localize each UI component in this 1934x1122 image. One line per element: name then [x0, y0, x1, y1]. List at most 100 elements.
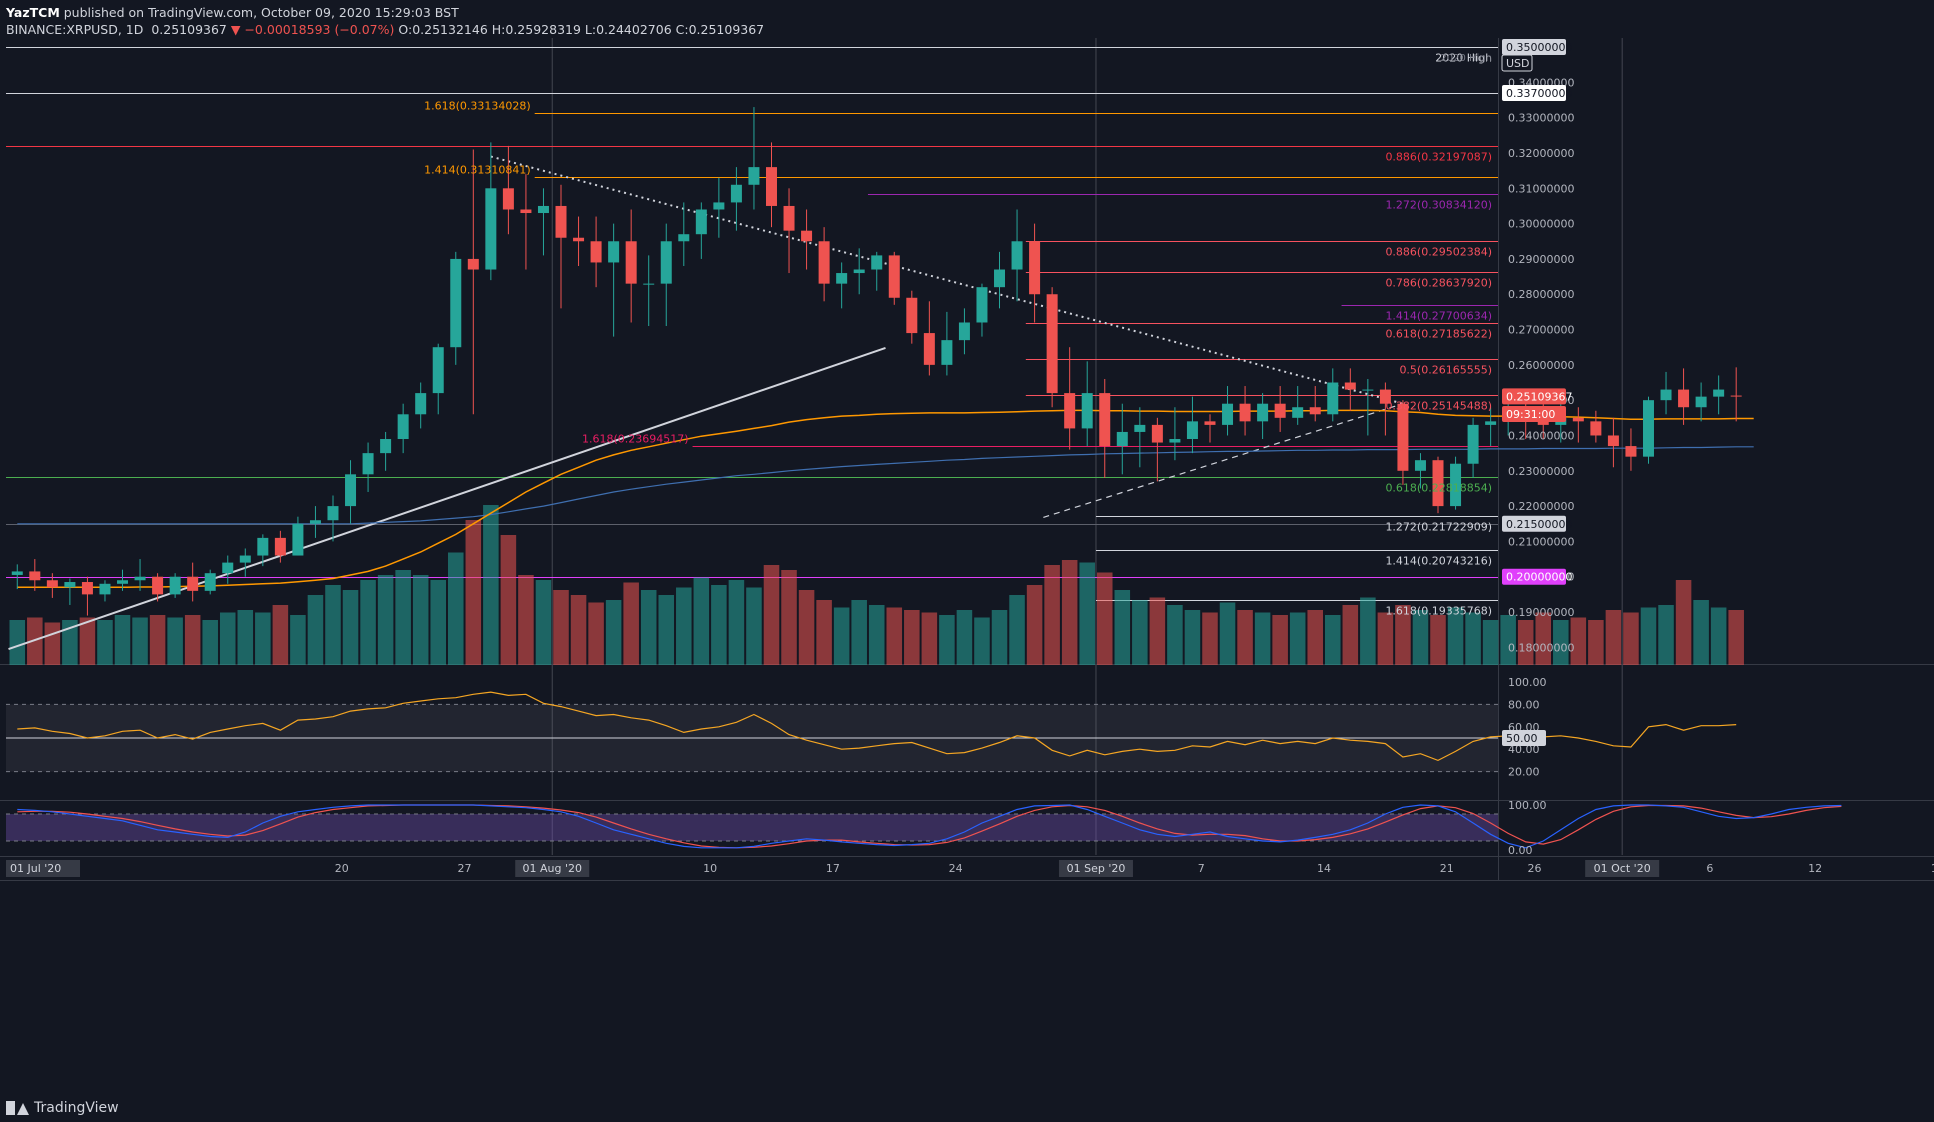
- volume-bar: [1360, 597, 1376, 665]
- candle-body: [1239, 403, 1251, 422]
- volume-bar: [342, 590, 359, 665]
- rsi-50-tag: [1502, 730, 1546, 746]
- fib-level-label: 1.272(0.30834120): [1385, 199, 1492, 212]
- price-tick-label: 0.22000000: [1508, 500, 1574, 513]
- candle-body: [537, 205, 549, 214]
- fib-level-label: 0.618(0.27185622): [1385, 328, 1492, 341]
- time-axis[interactable]: 01 Jul '20 20 27 01 Aug '20 10 17 24 01 Sep '20…: [0, 860, 1934, 881]
- volume-bar: [360, 580, 376, 665]
- price-axis[interactable]: 0.18000000 0.19000000 0.20000000 0.21000000…: [1440, 39, 1574, 857]
- fib-level-label: 2020 High: [1435, 52, 1492, 65]
- candle-body: [678, 234, 690, 242]
- trendlines: [8, 155, 1404, 651]
- candle-body: [1116, 431, 1128, 447]
- volume-bar: [1728, 610, 1744, 665]
- candle-body: [169, 576, 181, 595]
- candle-body: [660, 241, 672, 284]
- time-tick-label: 19: [1931, 862, 1934, 875]
- fib-level-label: 0.382(0.25145488): [1385, 400, 1492, 413]
- candle-body: [1485, 421, 1497, 425]
- candle-body: [643, 283, 655, 285]
- price-tag: [1502, 84, 1566, 101]
- time-tag: [1585, 860, 1660, 877]
- candle-body: [1029, 241, 1041, 295]
- candle-body: [99, 583, 111, 595]
- volume-bar: [79, 617, 96, 665]
- candle-body: [11, 571, 23, 575]
- candle-body: [257, 537, 269, 556]
- candle-body: [502, 188, 514, 210]
- candle-body: [748, 167, 760, 185]
- candle-body: [801, 230, 813, 242]
- price-pane[interactable]: 2020 High 1.618(0.33134028) 0.886(0.321970…: [0, 38, 1934, 880]
- volume-bar: [658, 595, 675, 665]
- ohlc-open: O:0.25132146: [398, 22, 488, 37]
- fib-level-label: 1.414(0.31310841): [424, 164, 531, 177]
- volume-bar: [1096, 572, 1113, 665]
- volume-bar: [1237, 610, 1253, 665]
- time-tick-label: 01 Sep '20: [1067, 862, 1126, 875]
- candle-body: [1625, 446, 1637, 457]
- stoch-rsi-pane[interactable]: [6, 804, 1842, 849]
- price-tag: [1502, 39, 1566, 56]
- candle-body: [1309, 407, 1321, 415]
- candle-body: [1590, 421, 1602, 436]
- price-tick-label: 0.21000000: [1508, 535, 1574, 548]
- volume-bar: [1693, 600, 1709, 665]
- candle-body: [1397, 403, 1409, 471]
- candle-body: [187, 576, 199, 591]
- ohlc-low: L:0.24402706: [584, 22, 672, 37]
- publisher-name[interactable]: YazTCM: [6, 5, 60, 20]
- candle-body: [1064, 393, 1076, 429]
- time-tick-label: 01 Aug '20: [522, 862, 582, 875]
- candle-body: [432, 347, 444, 394]
- volume-bar: [1377, 612, 1394, 665]
- price-tick-label: 0.32000000: [1508, 147, 1574, 160]
- volume-bar: [62, 620, 78, 665]
- tradingview-brand[interactable]: TradingView: [6, 1100, 119, 1116]
- volume-bar: [1710, 607, 1727, 665]
- volume-bar: [412, 575, 429, 665]
- rsi-tick-label: 100.00: [1508, 676, 1547, 689]
- time-tick-label: 14: [1317, 862, 1331, 875]
- ema-50-line: [17, 409, 1754, 589]
- price-tick-label: 0.26000000: [1508, 359, 1574, 372]
- price-tag-label: 0.35000000: [1506, 41, 1572, 54]
- volume-bar: [483, 505, 499, 665]
- candle-body: [1186, 421, 1198, 440]
- candle-body: [222, 562, 234, 574]
- symbol-name[interactable]: BINANCE:XRPUSD, 1D: [6, 22, 144, 37]
- price-tag: [1502, 405, 1566, 422]
- fib-level-label: 0.886(0.29502384): [1385, 246, 1492, 259]
- candle-body: [1011, 241, 1023, 270]
- candle-body: [625, 241, 637, 284]
- last-price: 0.25109367: [151, 22, 227, 37]
- volume-bar: [763, 565, 780, 665]
- volume-bars: [9, 505, 1744, 665]
- candle-body: [485, 188, 497, 270]
- candle-body: [415, 393, 427, 415]
- candle-body: [1730, 395, 1742, 397]
- volume-bar: [904, 610, 920, 665]
- fib-level-label: 0.786(0.28637920): [1385, 277, 1492, 290]
- rsi-tick-label: 40.00: [1508, 743, 1540, 756]
- high-2020-label: 2020 High: [1440, 53, 1492, 64]
- volume-bar: [1675, 580, 1692, 665]
- candle-body: [64, 582, 76, 588]
- horizontal-levels: [6, 47, 1498, 601]
- fib-level-label: 1.618(0.23694517): [582, 433, 689, 446]
- volume-bar: [1412, 610, 1429, 665]
- volume-bar: [395, 570, 411, 665]
- candle-body: [853, 269, 865, 274]
- volume-bar: [588, 602, 604, 665]
- candle-body: [1642, 400, 1654, 457]
- volume-bar: [833, 607, 850, 665]
- candle-body: [327, 506, 339, 521]
- candle-body: [1713, 389, 1725, 397]
- time-tag: [1058, 860, 1133, 877]
- candle-body: [730, 184, 742, 203]
- fib-level-label: 0.886(0.32197087): [1385, 151, 1492, 164]
- volume-bar: [1272, 615, 1288, 665]
- rsi-pane[interactable]: [6, 691, 1737, 773]
